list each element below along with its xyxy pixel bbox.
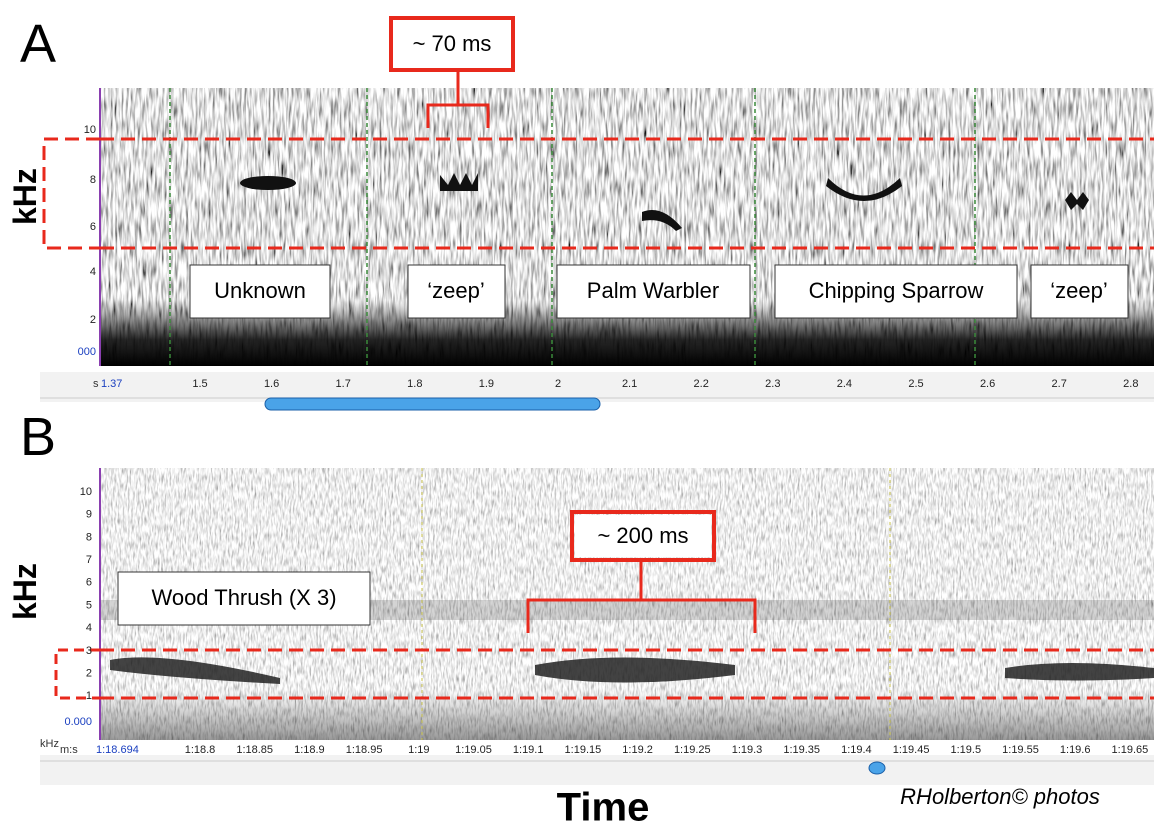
x-tick-label: 1:19.2 [622, 744, 653, 756]
x-axis-label: Time [557, 786, 650, 830]
y-tick-label: 7 [86, 554, 92, 566]
x-tick-label: 2.8 [1123, 378, 1138, 390]
y-axis-label: kHz [7, 168, 43, 225]
y-tick-label: 9 [86, 509, 92, 521]
y-tick-label: 1 [86, 690, 92, 702]
x-tick-label: 2.7 [1052, 378, 1067, 390]
x-tick-label: 1:19.1 [513, 744, 544, 756]
x-tick-label: 1.9 [479, 378, 494, 390]
y-tick-label: 3 [86, 645, 92, 657]
x-tick-label: 1:19.05 [455, 744, 492, 756]
x-tick-label: 1:19.35 [783, 744, 820, 756]
x-tick-label: 1:19.45 [893, 744, 930, 756]
x-tick-label: 1.8 [407, 378, 422, 390]
y-tick-label: 2 [86, 668, 92, 680]
y-tick-label: 0.000 [64, 716, 92, 728]
panel-label: A [20, 14, 56, 74]
call-label: ‘zeep’ [1050, 278, 1107, 303]
x-tick-label: 1:19.3 [732, 744, 763, 756]
x-tick-label: 2.2 [694, 378, 709, 390]
y-tick-label: 000 [78, 346, 96, 358]
x-tick-label: 1.5 [192, 378, 207, 390]
x-tick-label: 2 [555, 378, 561, 390]
x-tick-label: 1:19.15 [565, 744, 602, 756]
x-tick-label: 2.3 [765, 378, 780, 390]
x-tick-label: 1:18.8 [185, 744, 216, 756]
x-tick-label: 1.6 [264, 378, 279, 390]
y-tick-label: 8 [90, 174, 96, 186]
x-tick-label: 2.4 [837, 378, 852, 390]
x-tick-label: 1:19.65 [1112, 744, 1149, 756]
y-tick-label: 4 [90, 266, 96, 278]
call-label: Chipping Sparrow [809, 278, 984, 303]
x-tick-label: 1:18.85 [236, 744, 273, 756]
credit: RHolberton© photos [900, 784, 1100, 809]
x-unit: s [93, 378, 99, 390]
x-tick-label: 1.37 [101, 378, 122, 390]
call-label: Unknown [214, 278, 306, 303]
x-tick-label: 2.1 [622, 378, 637, 390]
x-tick-label: 2.5 [908, 378, 923, 390]
y-tick-label: 5 [86, 599, 92, 611]
call-label: Palm Warbler [587, 278, 719, 303]
y-tick-label: 6 [90, 221, 96, 233]
y-tick-label: 6 [86, 577, 92, 589]
x-tick-label: 1:19 [408, 744, 429, 756]
y-tick-label: 4 [86, 622, 92, 634]
figure: A B kHz kHz ~ 70 ms ~ 200 ms Unknown ‘ze… [0, 0, 1154, 832]
y-tick-label: 10 [84, 124, 96, 136]
x-unit: m:s [60, 744, 78, 756]
call-label: ‘zeep’ [427, 278, 484, 303]
x-tick-label: 2.6 [980, 378, 995, 390]
y-unit: kHz [40, 738, 59, 750]
y-tick-label: 2 [90, 314, 96, 326]
x-tick-label: 1:19.5 [951, 744, 982, 756]
x-tick-label: 1:19.25 [674, 744, 711, 756]
x-tick-label: 1:19.55 [1002, 744, 1039, 756]
x-tick-label: 1.7 [336, 378, 351, 390]
panel-label: B [20, 407, 56, 467]
duration-label: ~ 200 ms [597, 523, 688, 548]
x-tick-label: 1:19.6 [1060, 744, 1091, 756]
spectrogram-a [100, 88, 1154, 366]
call-label: Wood Thrush (X 3) [151, 585, 336, 610]
x-tick-label: 1:18.9 [294, 744, 325, 756]
duration-label: ~ 70 ms [413, 31, 492, 56]
x-tick-label: 1:18.694 [96, 744, 139, 756]
x-tick-label: 1:18.95 [346, 744, 383, 756]
y-tick-label: 8 [86, 531, 92, 543]
y-axis-label: kHz [7, 563, 43, 620]
y-tick-label: 10 [80, 486, 92, 498]
x-tick-label: 1:19.4 [841, 744, 872, 756]
